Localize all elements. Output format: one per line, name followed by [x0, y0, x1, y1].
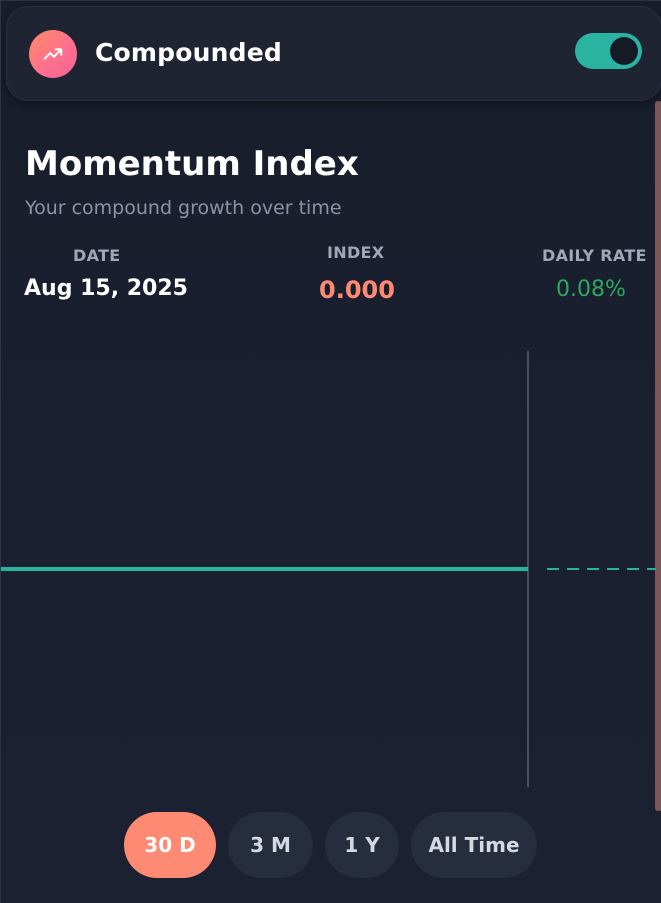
momentum-chart[interactable] — [1, 321, 661, 801]
header-card: Compounded — [6, 6, 661, 101]
range-1y-button[interactable]: 1 Y — [325, 812, 399, 878]
date-value: Aug 15, 2025 — [24, 276, 188, 301]
range-3m-button[interactable]: 3 M — [228, 812, 313, 878]
page-subtitle: Your compound growth over time — [25, 197, 342, 219]
daily-rate-value: 0.08% — [556, 277, 626, 302]
scrollbar-thumb[interactable] — [655, 101, 661, 811]
toggle-knob — [610, 37, 638, 65]
index-value: 0.000 — [319, 276, 395, 304]
range-30d-button[interactable]: 30 D — [124, 812, 216, 878]
page-title: Momentum Index — [25, 144, 359, 184]
date-label: DATE — [73, 246, 121, 265]
app-title: Compounded — [95, 38, 282, 67]
range-all-time-button[interactable]: All Time — [411, 812, 537, 878]
trending-up-icon — [29, 30, 77, 78]
index-label: INDEX — [327, 243, 385, 262]
daily-rate-label: DAILY RATE — [542, 246, 647, 265]
compounded-toggle[interactable] — [575, 33, 642, 69]
